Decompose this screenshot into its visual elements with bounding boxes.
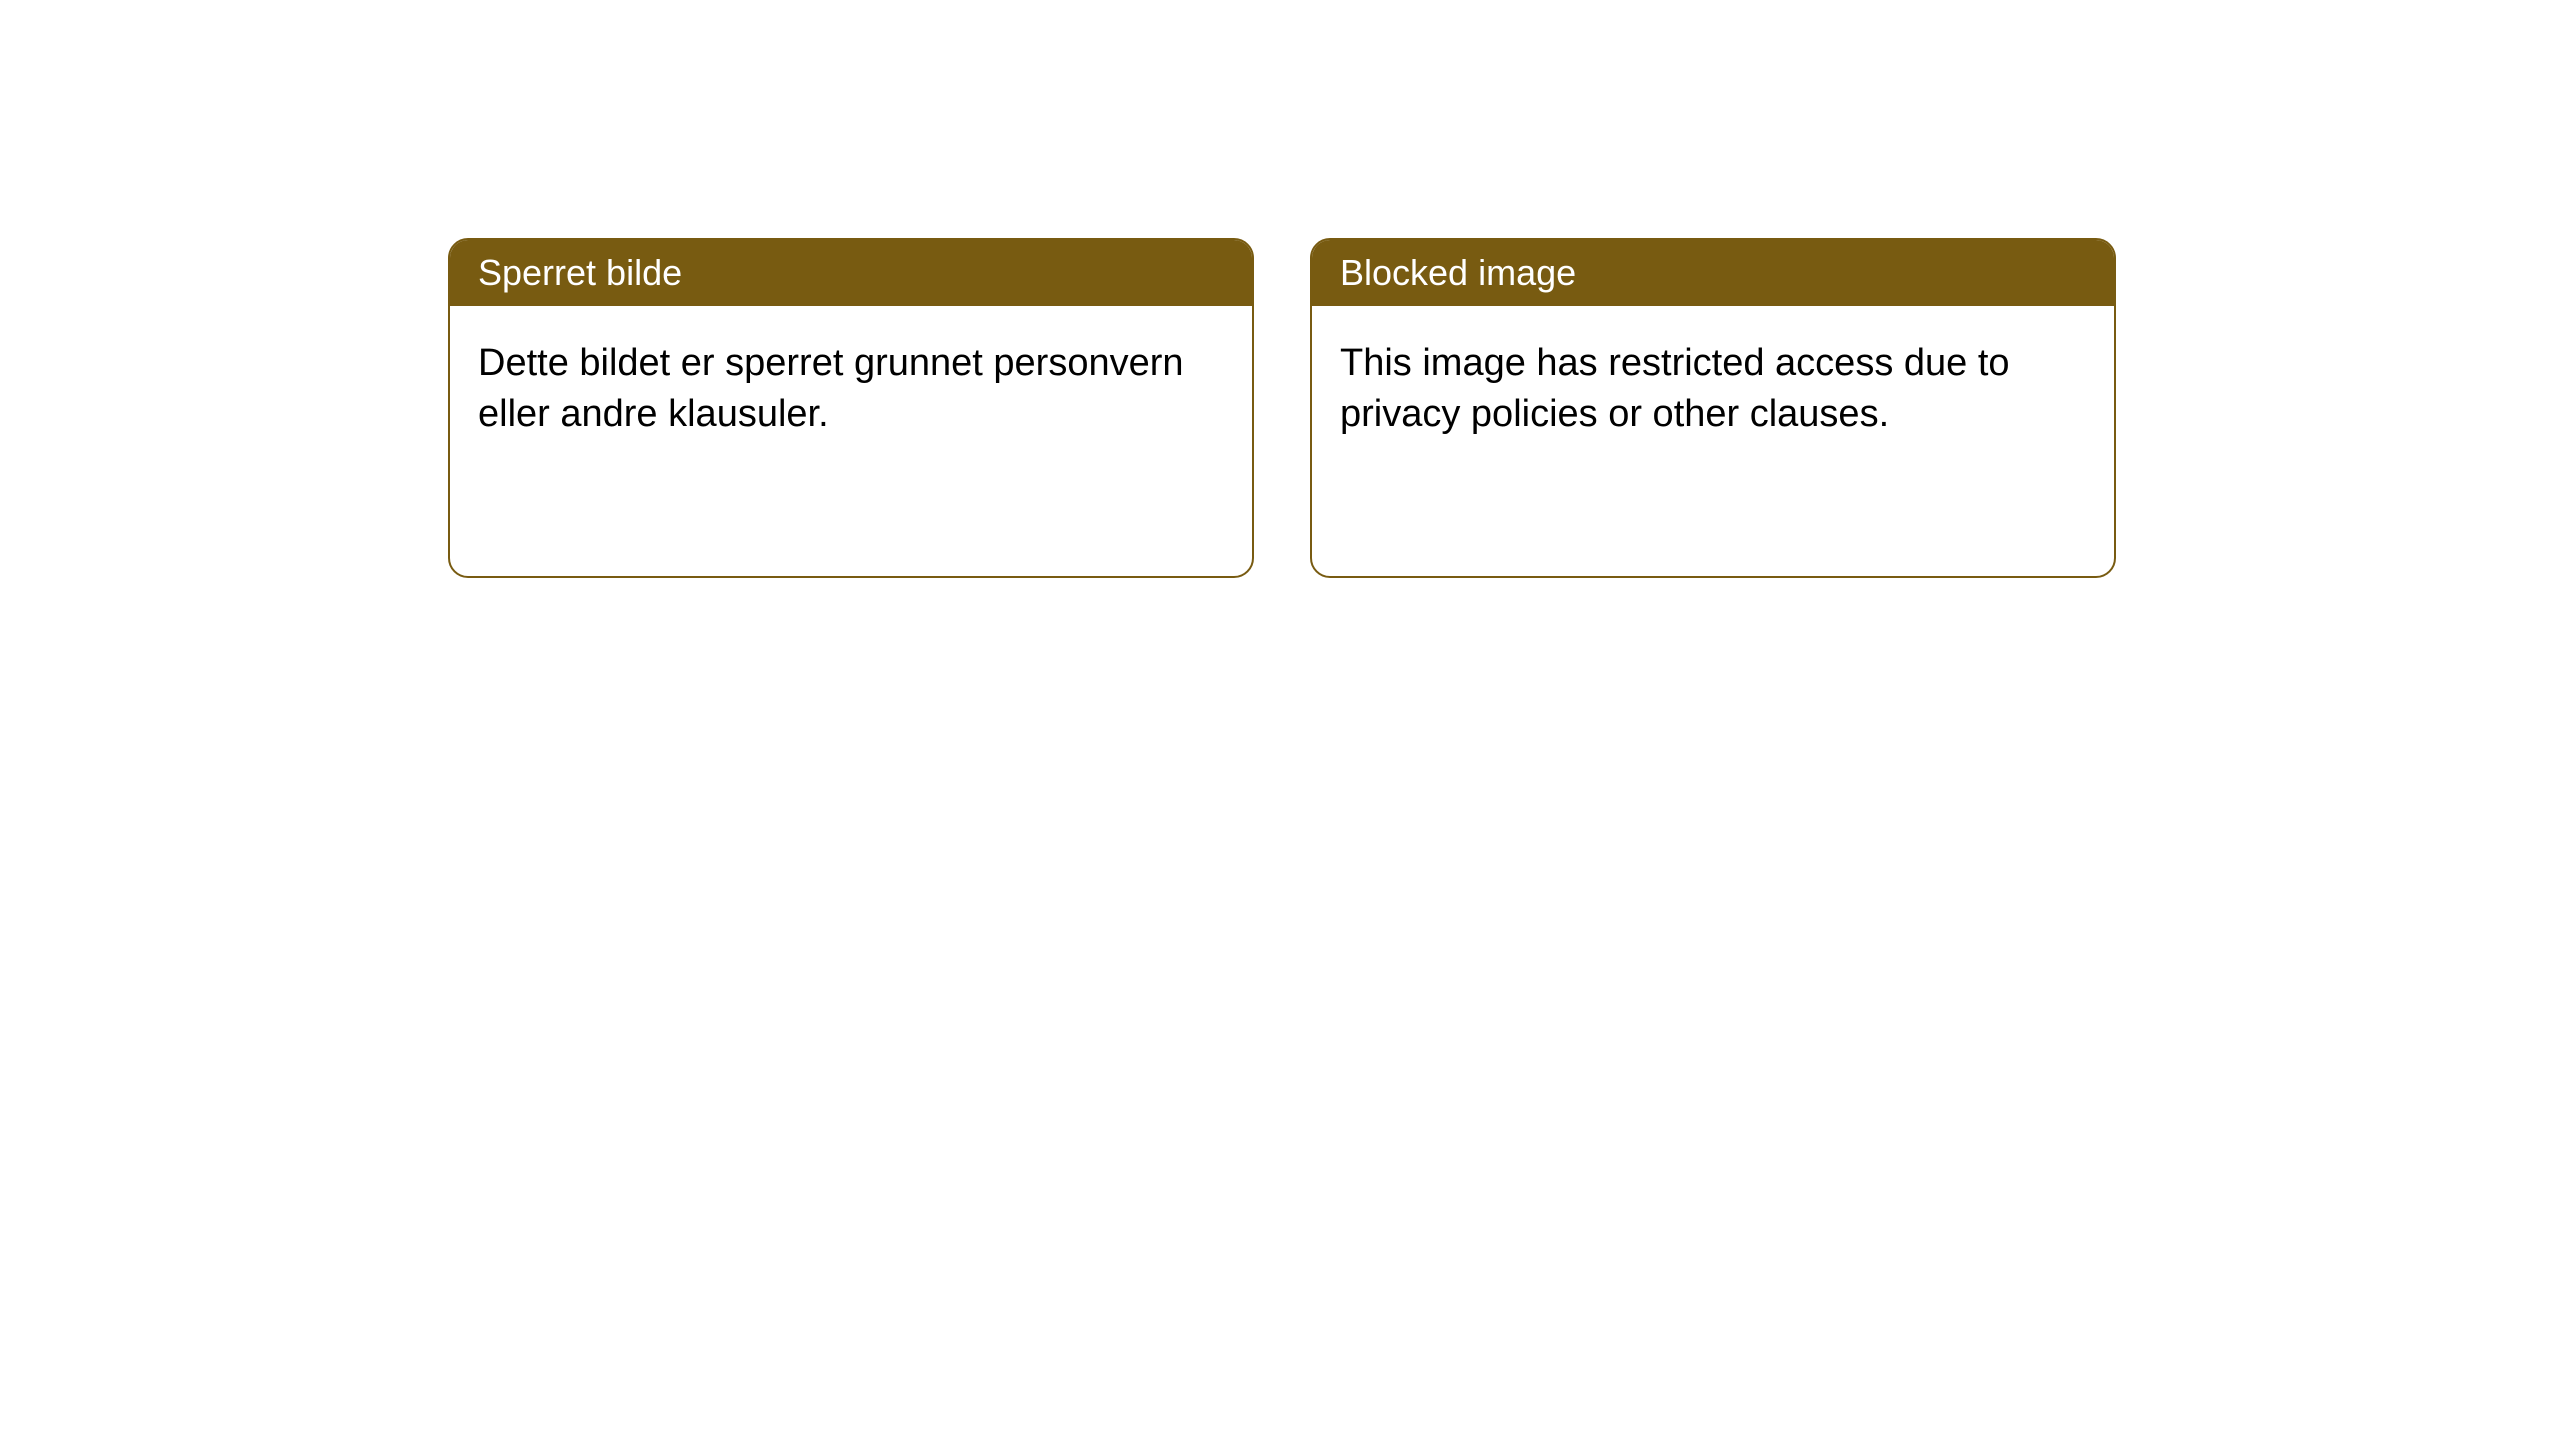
notice-header: Blocked image (1312, 240, 2114, 306)
notice-container: Sperret bilde Dette bildet er sperret gr… (448, 238, 2116, 578)
notice-body: This image has restricted access due to … (1312, 306, 2114, 473)
notice-card-norwegian: Sperret bilde Dette bildet er sperret gr… (448, 238, 1254, 578)
notice-header: Sperret bilde (450, 240, 1252, 306)
notice-card-english: Blocked image This image has restricted … (1310, 238, 2116, 578)
notice-body: Dette bildet er sperret grunnet personve… (450, 306, 1252, 473)
